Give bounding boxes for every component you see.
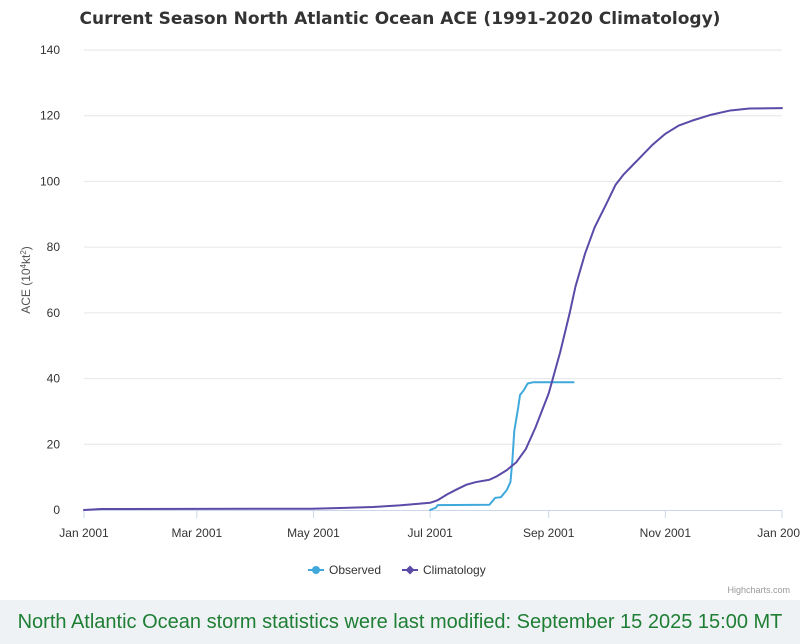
x-tick-label-1: Mar 2001 — [171, 526, 222, 540]
legend-item-climatology[interactable]: Climatology — [402, 563, 486, 577]
axis-layer: 0 20 40 60 80 100 120 140 Jan 2001 Mar 2001 May 20… — [40, 43, 800, 540]
legend-item-observed[interactable]: Observed — [308, 563, 381, 577]
x-tick-label-6: Jan 2002 — [757, 526, 800, 540]
y-tick-label-60: 60 — [47, 306, 61, 320]
chart-container: Current Season North Atlantic Ocean ACE … — [19, 9, 800, 595]
legend-label-observed: Observed — [329, 563, 381, 577]
chart-title: Current Season North Atlantic Ocean ACE … — [79, 9, 721, 29]
x-tick-label-5: Nov 2001 — [640, 526, 692, 540]
credits-link[interactable]: Highcharts.com — [727, 585, 790, 595]
chart-svg: 0 20 40 60 80 100 120 140 Jan 2001 Mar 2001 May 20… — [19, 43, 800, 577]
series-line-climatology[interactable] — [83, 107, 783, 511]
x-tick-label-2: May 2001 — [287, 526, 340, 540]
y-tick-label-40: 40 — [47, 372, 61, 386]
y-tick-label-80: 80 — [47, 240, 61, 254]
series-layer — [83, 107, 783, 511]
legend-marker-diamond-icon — [405, 565, 415, 575]
y-tick-label-120: 120 — [40, 109, 60, 123]
series-line-observed[interactable] — [429, 381, 575, 511]
x-tick-label-3: Jul 2001 — [407, 526, 453, 540]
y-tick-label-0: 0 — [53, 503, 60, 517]
y-tick-label-140: 140 — [40, 43, 60, 57]
last-modified-footer: North Atlantic Ocean storm statistics we… — [0, 600, 800, 644]
legend-label-climatology: Climatology — [423, 563, 486, 577]
grid-layer — [84, 49, 782, 445]
y-tick-label-20: 20 — [47, 437, 61, 451]
y-axis-title: ACE (104kt2) — [19, 246, 33, 314]
y-tick-label-100: 100 — [40, 174, 60, 188]
legend-marker-circle-icon — [312, 566, 320, 574]
x-tick-label-4: Sep 2001 — [523, 526, 575, 540]
legend: Observed Climatology — [308, 563, 486, 577]
x-tick-label-0: Jan 2001 — [59, 526, 109, 540]
